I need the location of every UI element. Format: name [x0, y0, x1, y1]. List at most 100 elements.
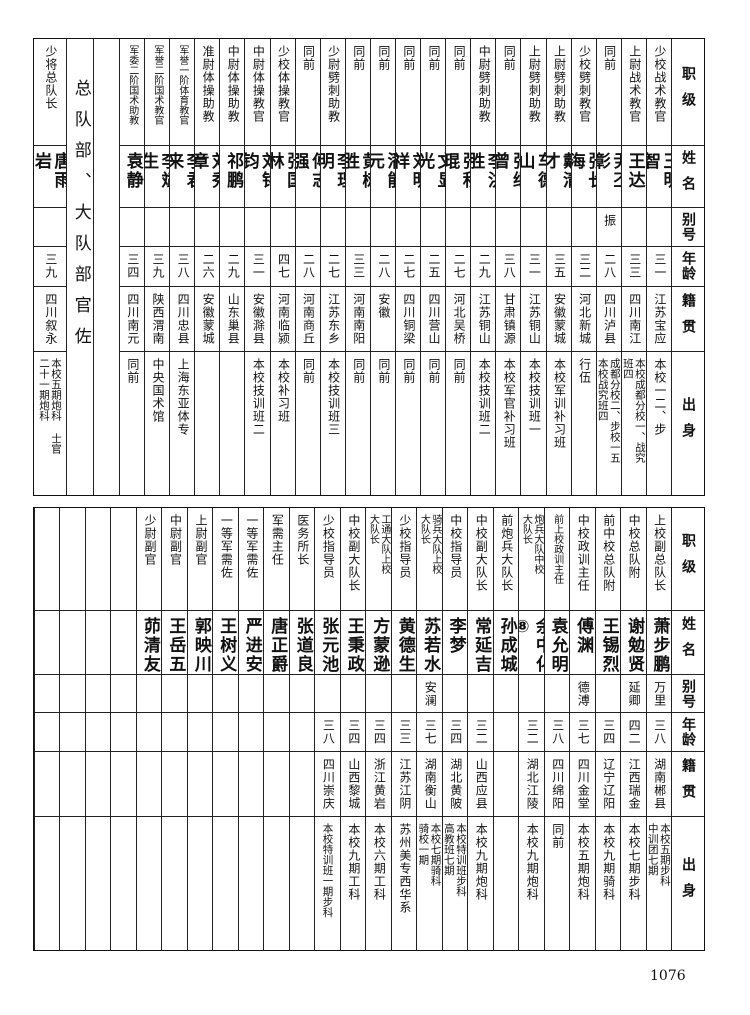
cell-alias [595, 675, 621, 714]
cell-origin: 同前 [446, 352, 470, 495]
cell-rank: 上校副总队长 [646, 508, 671, 611]
empty-cell [60, 713, 85, 752]
person-native: 江苏宝应 [652, 292, 667, 345]
person-origin: 本校特训班步科 高教班七期 [442, 822, 467, 897]
person-name: 李君来 [170, 151, 195, 190]
cell-age: 二七 [320, 247, 345, 287]
roster-column: 少校劈刺教官 张长海 三二 河北新城 行伍 [570, 39, 596, 495]
cell-rank: 一等军需佐 [238, 508, 264, 611]
roster-column: 一等军需佐 严进安 [237, 508, 264, 950]
cell-rank: 军委二阶国术助教 [119, 39, 145, 146]
person-age: 三四 [448, 719, 463, 746]
person-name: 唐雨岩 [33, 151, 66, 190]
cell-origin: 本校九期炮科 [468, 817, 492, 950]
cell-age [238, 713, 264, 752]
cell-alias [521, 208, 546, 248]
cell-name: 王树义 [213, 611, 238, 676]
person-name: 戴清才 [546, 151, 571, 190]
cell-name: 方蒙逊 [366, 611, 391, 676]
cell-age: 三四 [595, 713, 621, 752]
cell-age: 三七 [417, 713, 442, 752]
cell-age: 二五 [421, 247, 446, 287]
header-cell: 年龄 [672, 713, 704, 752]
header-label: 年龄 [680, 716, 697, 747]
empty-cell [34, 713, 60, 752]
cell-alias [170, 208, 195, 248]
cell-origin: 本校五期炮科 [570, 817, 594, 950]
cell-origin [494, 817, 518, 950]
person-age: 三三 [351, 253, 366, 280]
person-rank: 前上校政训主任 [551, 514, 563, 584]
cell-name: 张继曾 [496, 146, 521, 209]
person-name: 萧步鹏 [649, 616, 670, 674]
section-title-column: 总队部、大队部官佐 [65, 39, 93, 495]
cell-rank: 少校指导员 [391, 508, 417, 611]
cell-alias [646, 208, 671, 248]
cell-age [264, 713, 289, 752]
person-rank: 军委二阶国术助教 [126, 45, 138, 125]
person-age: 三九 [43, 253, 58, 280]
person-name: 尹丕彰 [596, 151, 621, 190]
roster-column: 中校指导员 李梦 三四 湖北黄陂 本校特训班步科 高教班七期 [441, 508, 468, 950]
cell-rank: 一等军需佐 [213, 508, 238, 611]
person-name: 刘铭钧 [245, 151, 270, 190]
person-name: 祁鹏 [223, 151, 244, 190]
roster-column: 少校指导员 黄德生 三三 江苏江阴 苏州美专西华系 [390, 508, 417, 950]
cell-native: 浙江黄岩 [366, 752, 391, 817]
person-rank: 中尉体操教官 [251, 45, 266, 123]
person-name: 李理明 [320, 151, 345, 190]
person-age: 三一 [527, 253, 542, 280]
cell-rank: 上尉战术教官 [621, 39, 646, 146]
empty-cell [34, 508, 60, 611]
cell-alias [395, 208, 421, 248]
person-name: 常延吉 [471, 616, 492, 674]
cell-age: 三二 [468, 713, 493, 752]
cell-name: 王秉政 [340, 611, 366, 676]
person-age: 三三 [627, 253, 642, 280]
cell-alias [621, 208, 646, 248]
roster-column: 少将总队长 唐雨岩 三九 四川叙永 本校五期炮科 士官 二十一期炮科 [33, 39, 66, 495]
cell-name: 李斌生 [145, 146, 170, 209]
person-native: 安徽滁县 [251, 292, 266, 345]
cell-native: 河南商丘 [295, 287, 320, 352]
person-rank: 同前 [376, 45, 391, 71]
header-label: 年龄 [680, 251, 697, 282]
cell-name: 尹丕彰 [596, 146, 621, 209]
person-name: 郭映川 [190, 616, 211, 674]
roster-column: 军委二阶国术助教 袁静 三四 四川南元 同前 [118, 39, 145, 495]
person-name: 张元池 [318, 616, 339, 674]
empty-cell [85, 752, 111, 817]
person-origin: 本校九期炮科 [525, 822, 540, 901]
person-native: 安徽蒙城 [201, 292, 216, 345]
person-name: 张继曾 [496, 151, 521, 190]
cell-origin [213, 817, 237, 950]
cell-alias [245, 208, 270, 248]
cell-name: 李梦 [442, 611, 468, 676]
person-rank: 中校指导员 [448, 514, 463, 579]
person-rank: 少校战术教官 [652, 45, 667, 123]
person-rank: 上尉劈刺助教 [552, 45, 567, 123]
person-age: 二五 [427, 253, 441, 280]
cell-native: 四川南江 [621, 287, 646, 352]
roster-column: 一等军需佐 王树义 [212, 508, 238, 950]
cell-name: 王锡烈 [595, 611, 621, 676]
cell-rank: 军誉二阶国术教官 [145, 39, 170, 146]
cell-age [289, 713, 315, 752]
cell-origin: 同前 [346, 352, 370, 495]
person-name: 张国林 [270, 151, 295, 190]
person-rank: 上校副总队长 [652, 514, 667, 592]
roster-column: 同前 黄树胜 三三 河南南阳 同前 [344, 39, 370, 495]
cell-name: 傅志强 [295, 146, 320, 209]
cell-native: 河北吴桥 [446, 287, 471, 352]
cell-age [187, 713, 213, 752]
header-cell: 籍贯 [672, 752, 704, 817]
cell-alias: 德溥 [570, 675, 595, 714]
cell-alias [213, 675, 238, 714]
person-origin: 上海东亚体专 [176, 357, 191, 436]
cell-rank: 中校政训主任 [570, 508, 595, 611]
cell-age: 三四 [366, 713, 391, 752]
cell-age: 二八 [295, 247, 320, 287]
empty-cell [111, 752, 136, 817]
cell-name: 张道良 [289, 611, 315, 676]
empty-cell [111, 611, 136, 676]
